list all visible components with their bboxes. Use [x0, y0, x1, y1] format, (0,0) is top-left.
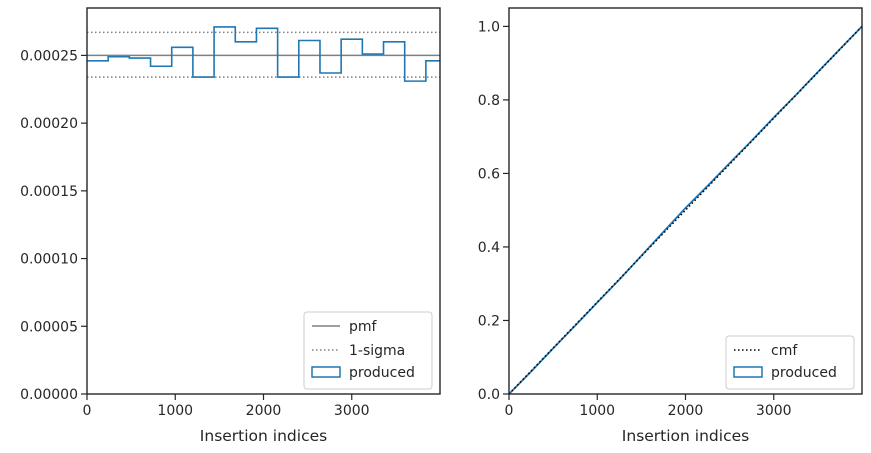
cmf-y-tick-label: 0.8 [478, 93, 500, 109]
pmf-y-tick-label: 0.00015 [20, 184, 78, 200]
cmf-plot-area [508, 25, 863, 395]
cmf-y-tick-label: 0.0 [478, 387, 500, 403]
pmf-x-tick-label: 3000 [334, 403, 370, 419]
cmf-x-axis-label: Insertion indices [622, 427, 749, 445]
cmf-x-tick-label: 0 [505, 403, 514, 419]
pmf-x-tick-label: 1000 [157, 403, 193, 419]
cmf-y-tick-label: 0.6 [478, 166, 500, 182]
cmf-ticks: 0 1000 2000 3000 0.0 0.2 0.4 0.6 0.8 1.0 [478, 19, 792, 419]
cmf-y-tick-label: 0.2 [478, 313, 500, 329]
produced-histogram-step [87, 26, 440, 82]
pmf-legend-box [303, 311, 433, 390]
pmf-legend: pmf 1-sigma produced [303, 311, 433, 390]
produced-legend-label: produced [349, 365, 415, 381]
pmf-y-tick-label: 0.00000 [20, 387, 78, 403]
cmf-legend: cmf produced [725, 335, 855, 390]
pmf-plot-area [87, 26, 440, 82]
produced-legend-handle [311, 366, 341, 378]
cmf-panel: 0 1000 2000 3000 0.0 0.2 0.4 0.6 0.8 1.0 Insertio… [478, 7, 863, 445]
pmf-x-tick-label: 2000 [246, 403, 282, 419]
produced-cdf-legend-handle [733, 366, 763, 378]
cmf-y-tick-label: 1.0 [478, 19, 500, 35]
cmf-x-tick-label: 3000 [756, 403, 792, 419]
cmf-y-tick-label: 0.4 [478, 240, 500, 256]
pmf-y-tick-label: 0.00010 [20, 252, 78, 268]
pmf-x-tick-label: 0 [83, 403, 92, 419]
pmf-axes-frame [86, 7, 441, 395]
pmf-y-tick-label: 0.00025 [20, 48, 78, 64]
cmf-line [508, 25, 863, 395]
cmf-x-tick-label: 2000 [668, 403, 704, 419]
pmf-legend-label: pmf [349, 319, 378, 335]
pmf-ticks: 0 1000 2000 3000 0.00000 0.00005 0.00010 0.0001… [20, 48, 369, 419]
pmf-y-tick-label: 0.00005 [20, 319, 78, 335]
produced-cdf-legend-label: produced [771, 365, 837, 381]
pmf-histogram-panel: 0 1000 2000 3000 0.00000 0.00005 0.00010 0.0001… [20, 7, 441, 445]
cmf-x-tick-label: 1000 [579, 403, 615, 419]
pmf-y-tick-label: 0.00020 [20, 116, 78, 132]
sigma-legend-label: 1-sigma [349, 343, 405, 359]
pmf-x-axis-label: Insertion indices [200, 427, 327, 445]
cmf-legend-label: cmf [771, 343, 798, 359]
cmf-axes-frame [508, 7, 863, 395]
